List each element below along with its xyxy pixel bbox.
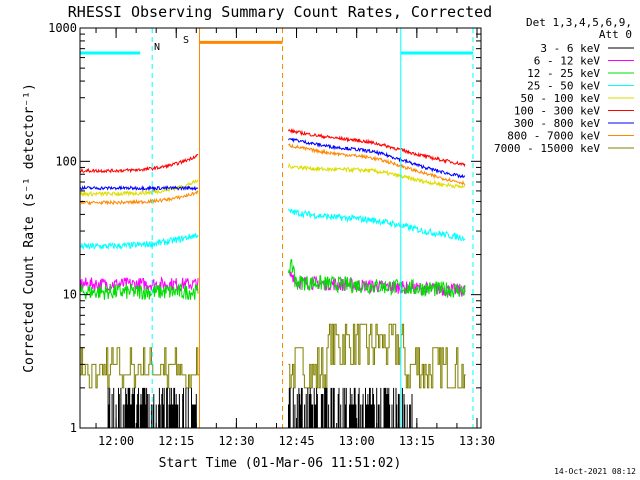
x-tick-label: 13:30: [459, 434, 495, 448]
legend-label: 100 - 300 keV: [514, 105, 600, 118]
series-line-300-800-kev: [79, 184, 199, 192]
night-annotation: N: [154, 42, 160, 53]
series-line-100-300-kev: [79, 153, 199, 174]
legend-label: 6 - 12 keV: [534, 55, 601, 68]
series-line-3-6-kev-late: [288, 387, 413, 428]
plot-frame: [79, 27, 482, 429]
legend-label: 300 - 800 keV: [514, 117, 600, 130]
x-tick-label: 13:00: [339, 434, 375, 448]
legend-label: 3 - 6 keV: [540, 42, 600, 55]
series-line-7000-15000-kev-late: [288, 323, 466, 389]
chart-title: RHESSI Observing Summary Count Rates, Co…: [68, 3, 492, 21]
series-line-300-800-kev-late: [288, 137, 466, 179]
x-tick-label: 13:15: [399, 434, 435, 448]
series-line-12-25-kev-late: [288, 259, 466, 298]
x-axis-label: Start Time (01-Mar-06 11:51:02): [159, 456, 402, 471]
legend-header-line-1: Det 1,3,4,5,6,9,: [526, 16, 632, 29]
series-line-800-7000-kev-late: [288, 143, 466, 186]
series-line-25-50-kev: [79, 232, 199, 250]
series-line-12-25-kev: [79, 282, 199, 300]
y-tick-label: 1: [70, 421, 77, 435]
series-line-50-100-kev-late: [288, 162, 466, 189]
y-axis-label: Corrected Count Rate (s⁻¹ detector⁻¹): [22, 83, 37, 373]
series-line-100-300-kev-late: [288, 127, 466, 168]
timestamp: 14-Oct-2021 08:12: [554, 467, 636, 476]
legend-header-line-2: Att 0: [599, 28, 632, 41]
series-line-7000-15000-kev: [80, 347, 200, 389]
x-tick-label: 12:00: [98, 434, 134, 448]
legend-label: 50 - 100 keV: [521, 92, 601, 105]
x-tick-label: 12:15: [158, 434, 194, 448]
legend-label: 12 - 25 keV: [527, 67, 600, 80]
axis-layer: 1 10 100 1000 12:00 12:15 12:30 12:45 13:00 13:15…: [48, 21, 495, 448]
series-line-50-100-kev: [79, 179, 199, 198]
y-tick-label: 100: [55, 154, 77, 168]
y-tick-label: 10: [63, 288, 77, 302]
x-tick-label: 12:45: [278, 434, 314, 448]
x-tick-label: 12:30: [218, 434, 254, 448]
legend-label: 7000 - 15000 keV: [494, 142, 600, 155]
series-line-800-7000-kev: [79, 190, 199, 206]
legend-label: 25 - 50 keV: [527, 80, 600, 93]
y-tick-label: 1000: [48, 21, 77, 35]
plot-layer: [79, 28, 474, 428]
series-line-3-6-kev: [107, 387, 197, 428]
legend-label: 800 - 7000 keV: [507, 130, 600, 143]
saa-annotation: S: [183, 35, 189, 46]
series-line-25-50-kev-late: [288, 208, 466, 242]
